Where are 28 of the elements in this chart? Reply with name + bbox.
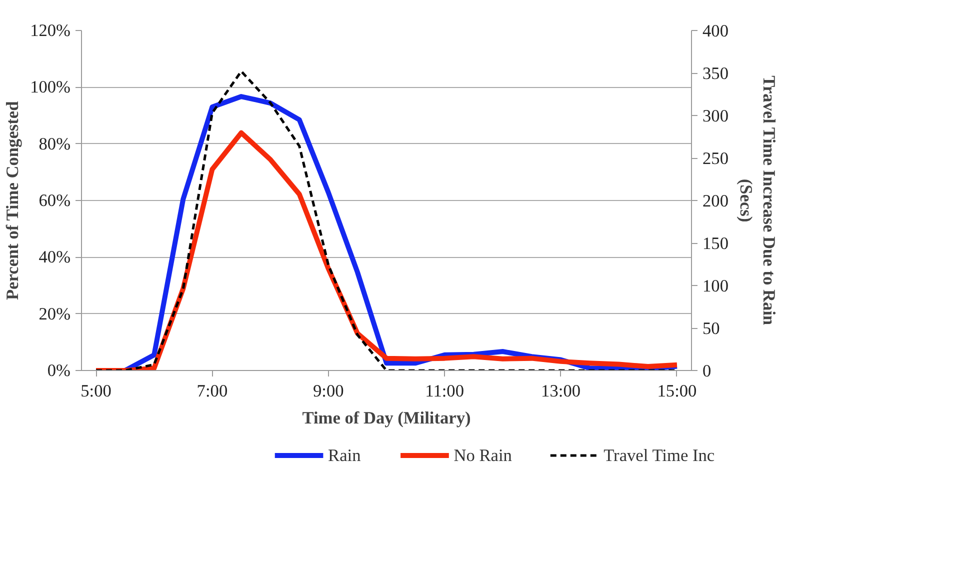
y-tick-label: 40%: [38, 248, 71, 267]
y2-tick-label: 350: [702, 64, 728, 83]
legend-label: Travel Time Inc: [604, 446, 715, 465]
x-tick-label: 13:00: [541, 382, 581, 400]
y2-tick-label: 100: [702, 276, 728, 296]
y2-tick-label: 0: [702, 362, 712, 380]
y-tick-label: 20%: [38, 304, 71, 324]
x-tick-label: 9:00: [313, 382, 344, 400]
y2-tick-label: 400: [702, 22, 728, 40]
x-axis-title: Time of Day (Military): [302, 408, 472, 428]
y-tick-label: 100%: [30, 78, 71, 97]
y2-tick-label: 150: [702, 234, 728, 253]
x-tick-label: 11:00: [425, 382, 464, 400]
legend-label: Rain: [328, 446, 362, 465]
y2-tick-label: 200: [702, 192, 728, 210]
x-tick-label: 7:00: [196, 382, 228, 400]
y2-tick-label: 250: [702, 149, 728, 168]
y-axis-title: Percent of Time Congested: [3, 100, 22, 300]
y2-tick-label: 50: [702, 319, 720, 338]
y-tick-label: 120%: [30, 21, 71, 40]
y-tick-label: 0%: [47, 361, 71, 380]
y2-tick-label: 300: [702, 106, 728, 126]
y-tick-label: 60%: [38, 191, 71, 210]
x-tick-label: 5:00: [80, 382, 112, 400]
legend-label: No Rain: [454, 446, 512, 465]
y-tick-label: 80%: [38, 134, 71, 154]
x-tick-label: 15:00: [657, 382, 697, 400]
y2-axis-title: Travel Time Increase Due to Rain (Secs): [736, 76, 778, 326]
